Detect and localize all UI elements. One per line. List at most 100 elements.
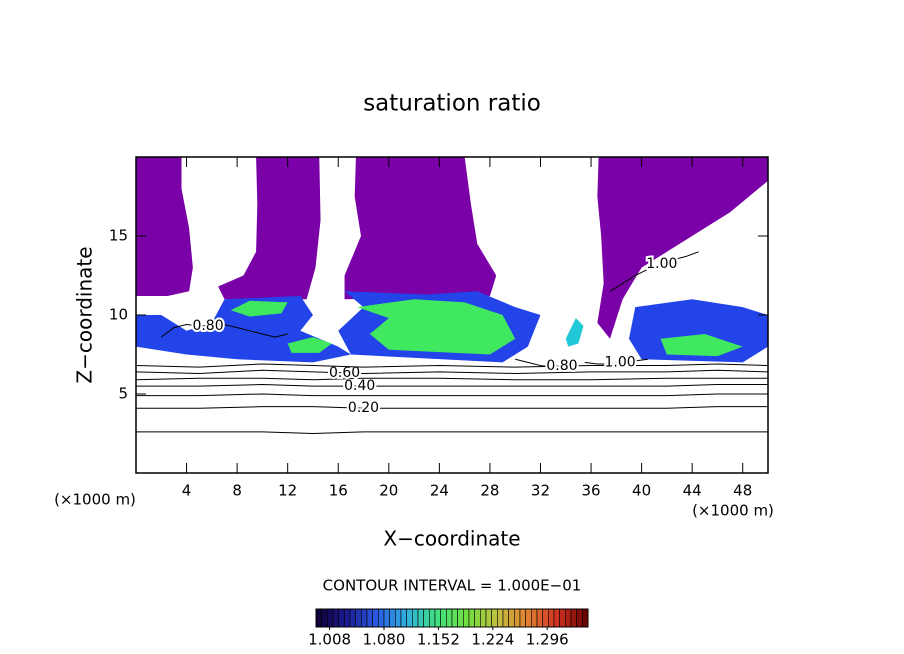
- contour-label: 0.80: [192, 318, 223, 334]
- colorbar-cell: [497, 608, 504, 628]
- contour-interval: CONTOUR INTERVAL = 1.000E−01: [323, 577, 582, 595]
- colorbar-cell: [349, 608, 356, 628]
- contour-label: 0.60: [329, 365, 360, 381]
- colorbar-tick-label: 1.008: [308, 631, 351, 649]
- x-tick-label: 48: [733, 482, 752, 500]
- colorbar-cell: [429, 608, 436, 628]
- x-tick-label: 4: [182, 482, 192, 500]
- colorbar-cell: [389, 608, 396, 628]
- contour-label: 0.80: [546, 358, 577, 374]
- colorbar-cell: [565, 608, 572, 628]
- cloud-region: [357, 299, 516, 355]
- colorbar-cell: [570, 608, 577, 628]
- colorbar-cell: [451, 608, 458, 628]
- colorbar-cell: [366, 608, 373, 628]
- contour-label: 0.20: [348, 400, 379, 416]
- contour-line: [136, 406, 768, 409]
- colorbar-cell: [321, 608, 328, 628]
- contour-line: [136, 377, 768, 381]
- colorbar-cell: [525, 608, 532, 628]
- colorbar-cell: [417, 608, 424, 628]
- colorbar-tick-label: 1.152: [417, 631, 460, 649]
- x-tick-label: 12: [278, 482, 297, 500]
- colorbar-cell: [474, 608, 481, 628]
- colorbar-cell: [519, 608, 526, 628]
- colorbar-cell: [434, 608, 441, 628]
- x-tick-label: 16: [329, 482, 348, 500]
- colorbar-tick-label: 1.080: [363, 631, 406, 649]
- colorbar-cell: [514, 608, 521, 628]
- contour-line: [609, 251, 699, 292]
- colorbar-cell: [383, 608, 390, 628]
- contour-line: [136, 384, 768, 387]
- colorbar-cell: [485, 608, 492, 628]
- contour-line: [136, 393, 768, 397]
- x-tick-label: 8: [232, 482, 242, 500]
- colorbar-cell: [446, 608, 453, 628]
- colorbar-cell: [542, 608, 549, 628]
- colorbar-cell: [463, 608, 470, 628]
- y-tick-label: 10: [109, 306, 128, 324]
- colorbar-cell: [553, 608, 560, 628]
- contour-line: [136, 369, 768, 374]
- contour-line: [584, 358, 648, 365]
- colorbar-cell: [327, 608, 334, 628]
- colorbar-cell: [531, 608, 538, 628]
- colorbar-cell: [468, 608, 475, 628]
- colorbar-cell: [361, 608, 368, 628]
- contour-line: [136, 431, 768, 435]
- cloud-region: [565, 318, 584, 347]
- colorbar-cell: [559, 608, 566, 628]
- colorbar-cell: [576, 608, 583, 628]
- contour-label: 1.00: [605, 355, 636, 371]
- colorbar-cell: [440, 608, 447, 628]
- cloud-region: [344, 157, 497, 300]
- x-tick-label: 36: [581, 482, 600, 500]
- colorbar-cell: [338, 608, 345, 628]
- colorbar-cell: [423, 608, 430, 628]
- colorbar-cell: [406, 608, 413, 628]
- colorbar-cell: [332, 608, 339, 628]
- colorbar-cell: [355, 608, 362, 628]
- colorbar-cell: [491, 608, 498, 628]
- colorbar-cell: [548, 608, 555, 628]
- contour-label: 0.40: [344, 378, 375, 394]
- colorbar-cell: [457, 608, 464, 628]
- contour-line: [515, 358, 579, 368]
- cloud-region: [230, 300, 288, 317]
- cloud-region: [287, 337, 332, 353]
- y-tick-label: 15: [109, 227, 128, 245]
- colorbar-cell: [344, 608, 351, 628]
- x-unit: (×1000 m): [692, 502, 774, 520]
- y-axis-label: Z−coordinate: [73, 246, 97, 383]
- cloud-region: [218, 157, 321, 300]
- x-tick-label: 28: [480, 482, 499, 500]
- cloud-region: [136, 157, 193, 297]
- y-tick-label: 5: [118, 385, 128, 403]
- contour-line: [136, 363, 768, 368]
- cloud-region: [660, 333, 743, 357]
- chart-title: saturation ratio: [363, 91, 541, 117]
- colorbar-cell: [395, 608, 402, 628]
- x-tick-label: 40: [632, 482, 651, 500]
- y-unit: (×1000 m): [54, 491, 136, 509]
- colorbar-cell: [378, 608, 385, 628]
- colorbar-cell: [315, 608, 322, 628]
- colorbar-cell: [372, 608, 379, 628]
- colorbar-tick-label: 1.296: [526, 631, 569, 649]
- colorbar-cell: [412, 608, 419, 628]
- x-tick-label: 24: [430, 482, 449, 500]
- x-tick-label: 20: [379, 482, 398, 500]
- colorbar-cell: [508, 608, 515, 628]
- colorbar-tick-label: 1.224: [471, 631, 514, 649]
- colorbar-cell: [400, 608, 407, 628]
- x-tick-label: 32: [531, 482, 550, 500]
- colorbar-cell: [582, 608, 589, 628]
- colorbar-frame: [315, 608, 589, 628]
- x-tick-label: 44: [683, 482, 702, 500]
- contour-label: 1.00: [646, 256, 677, 272]
- colorbar-cell: [480, 608, 487, 628]
- colorbar-cell: [502, 608, 509, 628]
